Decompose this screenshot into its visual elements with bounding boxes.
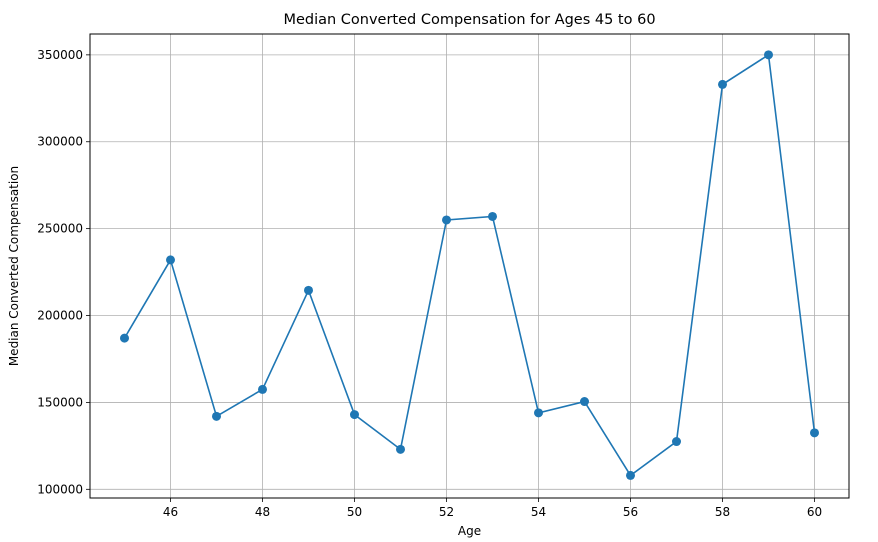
data-point: [212, 411, 221, 421]
chart-title: Median Converted Compensation for Ages 4…: [283, 12, 655, 28]
series-line: [123, 53, 816, 477]
y-tick-label: 100000: [37, 482, 83, 496]
data-point: [120, 333, 129, 343]
data-point: [718, 79, 727, 89]
y-tick-label: 250000: [37, 222, 83, 236]
x-axis-label: Age: [458, 524, 481, 538]
x-tick-label: 56: [623, 505, 638, 519]
data-point: [442, 215, 451, 225]
data-point: [764, 50, 773, 60]
y-axis-label: Median Converted Compensation: [7, 166, 21, 366]
data-point: [580, 397, 589, 407]
plot-frame: [89, 33, 850, 499]
data-point: [534, 408, 543, 418]
x-tick-label: 54: [531, 505, 546, 519]
y-tick-label: 150000: [37, 395, 83, 409]
data-point: [304, 285, 313, 295]
data-point: [626, 470, 635, 480]
data-point: [810, 428, 819, 438]
data-point: [396, 444, 405, 454]
data-point: [488, 211, 497, 221]
y-tick-label: 200000: [37, 309, 83, 323]
x-tick-label: 50: [347, 505, 362, 519]
grid-lines: [90, 34, 849, 498]
x-tick-label: 46: [163, 505, 178, 519]
series-layer: [120, 50, 819, 480]
data-point: [166, 255, 175, 265]
x-tick-label: 52: [439, 505, 454, 519]
y-tick-label: 300000: [37, 135, 83, 149]
data-point: [672, 437, 681, 447]
data-point: [350, 410, 359, 420]
axis-ticks: 46 48 50 52 54 56 58 60 100000 150000 200000 250000…: [37, 48, 822, 519]
x-tick-label: 60: [807, 505, 822, 519]
data-point: [258, 384, 267, 394]
x-tick-label: 48: [255, 505, 270, 519]
x-tick-label: 58: [715, 505, 730, 519]
y-tick-label: 350000: [37, 48, 83, 62]
